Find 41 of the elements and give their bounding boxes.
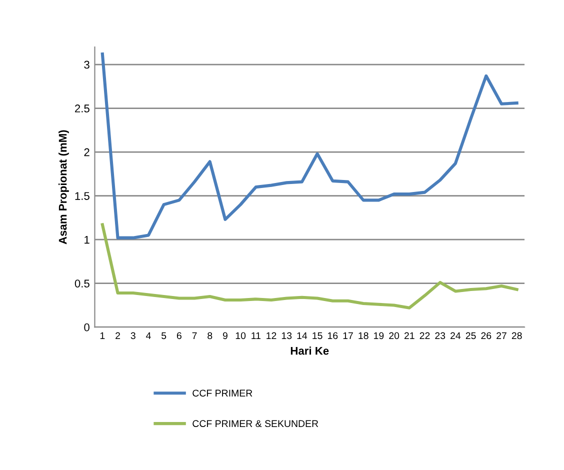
x-tick-label: 5	[162, 332, 166, 340]
x-tick-label: 26	[481, 332, 492, 340]
y-tick-label: 1	[84, 236, 90, 244]
x-tick-label: 13	[282, 332, 292, 340]
line-series	[100, 52, 518, 240]
x-tick-label: 1	[100, 332, 105, 340]
x-tick-label: 25	[466, 332, 476, 340]
x-tick-label: 18	[358, 332, 368, 340]
x-tick-label: 16	[328, 332, 338, 340]
x-tick-label: 8	[208, 332, 212, 340]
x-tick-label: 15	[312, 332, 322, 340]
y-tick-label: 2	[84, 148, 90, 156]
x-tick-label: 4	[146, 332, 151, 340]
x-tick-label: 12	[266, 332, 276, 340]
y-tick-label: 0.5	[74, 280, 90, 288]
y-tick-label: 0	[84, 323, 90, 332]
x-tick-label: 17	[343, 332, 353, 340]
x-tick-label: 6	[176, 332, 182, 340]
y-tick-label: 3	[84, 60, 90, 69]
x-tick-label: 3	[130, 332, 136, 340]
legend-label: CCF PRIMER & SEKUNDER	[192, 420, 318, 428]
y-axis-title: Asam Propionat (mM)	[58, 130, 69, 244]
x-tick-label: 19	[374, 332, 384, 340]
x-tick-label: 27	[496, 332, 506, 340]
x-tick-label: 22	[420, 332, 430, 340]
y-tick-label: 1.5	[75, 192, 90, 200]
x-axis-title: Hari Ke	[290, 346, 329, 355]
line-series	[100, 223, 518, 310]
x-tick-label: 21	[404, 332, 414, 340]
y-tick-label: 2.5	[75, 104, 90, 112]
x-tick-label: 24	[450, 332, 461, 340]
x-tick-label: 7	[192, 332, 197, 340]
x-tick-label: 20	[389, 332, 400, 340]
x-tick-label: 14	[297, 332, 308, 340]
x-tick-label: 23	[435, 332, 446, 340]
x-tick-label: 9	[222, 332, 228, 340]
x-tick-label: 2	[116, 332, 120, 340]
x-tick-label: 11	[252, 332, 260, 340]
x-tick-label: 10	[236, 332, 246, 340]
legend-label: CCF PRIMER	[192, 390, 252, 397]
x-tick-label: 28	[512, 332, 522, 340]
